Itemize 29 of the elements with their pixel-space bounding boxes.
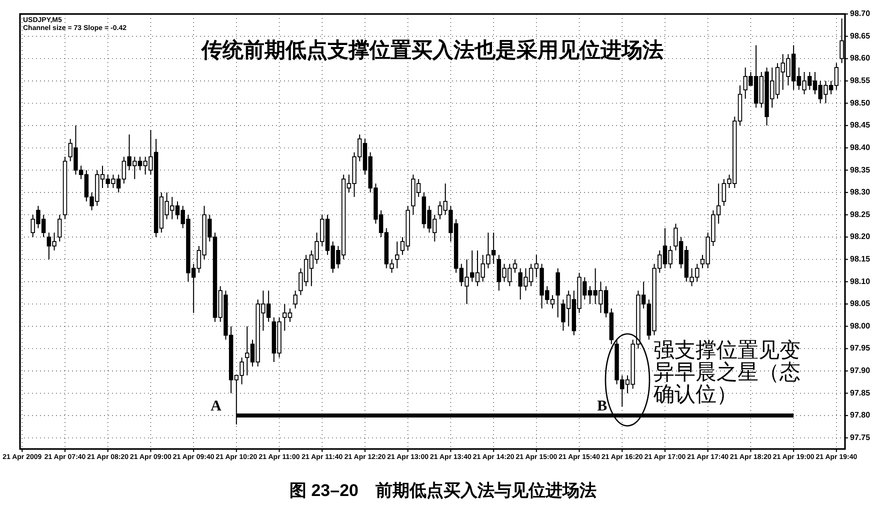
y-tick-label: 98.00 xyxy=(850,321,871,330)
candlestick xyxy=(58,214,62,242)
y-tick-label: 98.60 xyxy=(850,54,871,63)
y-tick-label: 98.65 xyxy=(850,31,871,40)
caption: 图 23–20 前期低点买入法与见位进场法 xyxy=(290,481,596,500)
candlestick xyxy=(556,268,560,318)
annotation: A xyxy=(210,398,222,415)
y-tick-label: 97.90 xyxy=(850,366,871,376)
y-tick-label: 98.45 xyxy=(850,120,871,130)
y-tick-label: 97.75 xyxy=(850,432,871,442)
y-tick-label: 97.95 xyxy=(850,344,871,353)
candlestick xyxy=(395,241,400,269)
annotation: 强支撑位置见变异早晨之星（态确认位） xyxy=(652,338,800,406)
y-tick-label: 98.40 xyxy=(850,142,871,152)
y-tick-label: 98.25 xyxy=(850,210,871,219)
y-tick-label: 98.05 xyxy=(850,299,871,308)
y-tick-label: 98.30 xyxy=(850,188,871,197)
y-tick-label: 98.50 xyxy=(850,98,871,108)
text: 传统前期低点支撑位置买入法也是采用见位进场法 xyxy=(200,38,664,62)
y-tick-label: 98.10 xyxy=(850,276,871,286)
y-tick-label: 97.85 xyxy=(850,388,871,398)
y-tick-label: 98.35 xyxy=(850,165,871,174)
candlestick xyxy=(293,290,298,309)
y-tick-label: 98.55 xyxy=(850,76,871,86)
y-tick-label: 98.20 xyxy=(850,232,871,242)
y-tick-label: 97.80 xyxy=(850,410,871,420)
annotation: B xyxy=(597,398,608,415)
y-tick-label: 98.15 xyxy=(850,254,871,264)
y-tick-label: 98.70 xyxy=(850,9,871,18)
